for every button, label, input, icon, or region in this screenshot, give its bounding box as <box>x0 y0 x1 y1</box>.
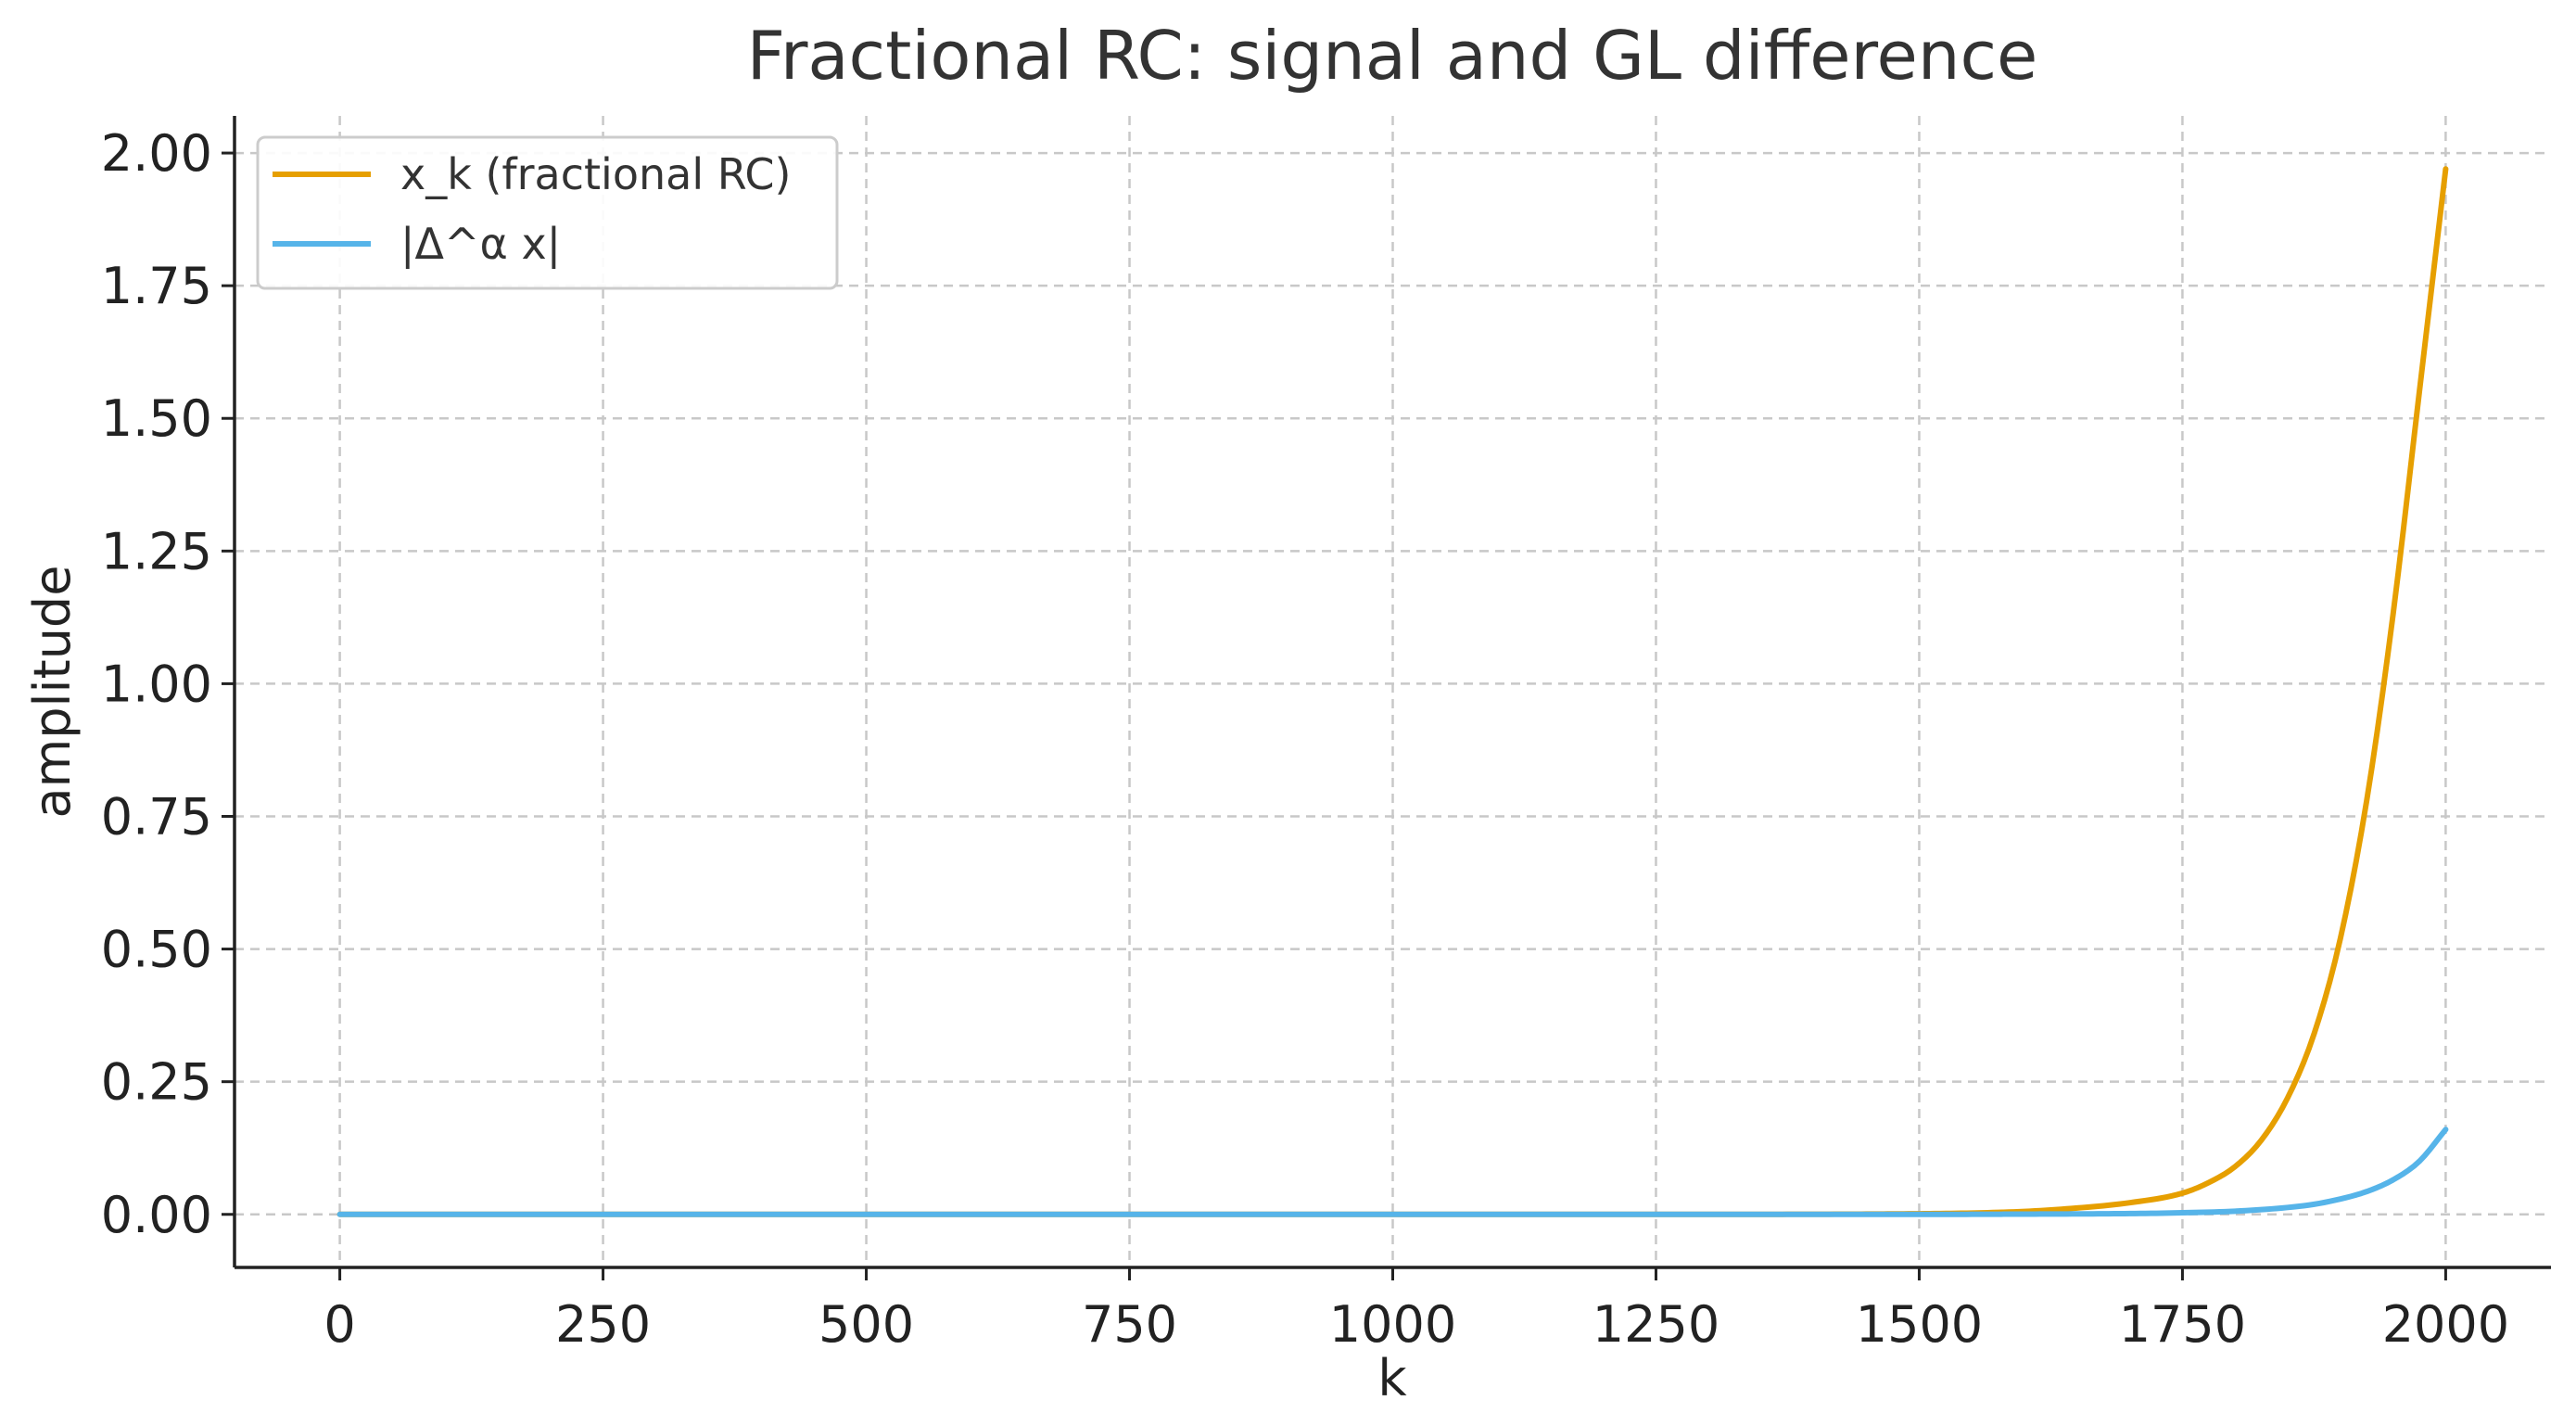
ticks: 0 250 500 750 1000 1250 1500 1750 2000 0.00 0.25 0.… <box>101 124 2509 1354</box>
legend-label-difference: |Δ^α x| <box>400 219 561 270</box>
x-tick-label: 1500 <box>1856 1295 1983 1354</box>
x-tick-label: 1000 <box>1329 1295 1456 1354</box>
y-tick-label: 1.50 <box>101 389 212 448</box>
y-tick-label: 1.00 <box>101 655 212 713</box>
x-tick-label: 0 <box>324 1295 355 1354</box>
series-layer <box>336 166 2449 1217</box>
x-tick-label: 1250 <box>1593 1295 1719 1354</box>
x-tick-label: 500 <box>818 1295 914 1354</box>
legend-label-signal: x_k (fractional RC) <box>400 149 791 199</box>
grid <box>235 116 2551 1267</box>
y-axis-label: amplitude <box>23 566 82 819</box>
legend: x_k (fractional RC) |Δ^α x| <box>256 135 839 290</box>
x-tick-label: 750 <box>1082 1295 1177 1354</box>
y-tick-label: 0.50 <box>101 921 212 979</box>
x-tick-label: 2000 <box>2382 1295 2509 1354</box>
y-tick-label: 0.00 <box>101 1186 212 1244</box>
y-tick-label: 1.75 <box>101 257 212 315</box>
legend-frame <box>256 135 839 290</box>
y-tick-label: 0.75 <box>101 788 212 847</box>
y-tick-label: 1.25 <box>101 522 212 580</box>
y-tick-label: 0.25 <box>101 1053 212 1112</box>
chart-title: Fractional RC: signal and GL difference <box>747 17 2038 95</box>
series-line-difference <box>336 1127 2449 1217</box>
y-tick-label: 2.00 <box>101 124 212 183</box>
x-axis-label: k <box>1377 1349 1407 1407</box>
x-tick-label: 250 <box>555 1295 651 1354</box>
x-tick-label: 1750 <box>2119 1295 2246 1354</box>
